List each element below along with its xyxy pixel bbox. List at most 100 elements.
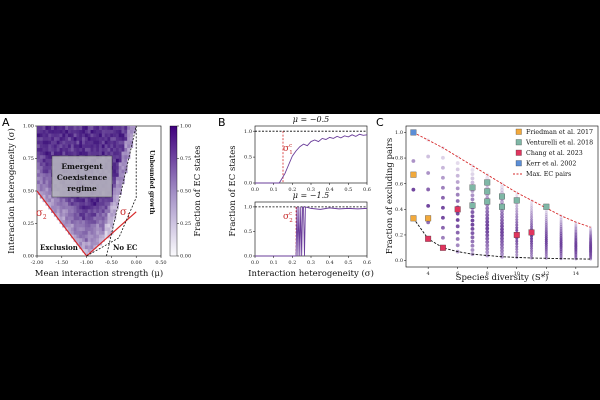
model-point — [485, 213, 490, 217]
heatmap-cell — [65, 223, 69, 228]
model-point — [455, 237, 460, 241]
heatmap-cell — [42, 133, 46, 138]
panel-b-top-axes — [254, 125, 368, 184]
heatmap-cell — [42, 194, 46, 199]
heatmap-cell — [37, 136, 41, 141]
heatmap-cell — [96, 237, 100, 242]
heatmap-cell — [53, 133, 58, 138]
heatmap-cell — [118, 162, 122, 167]
model-point — [515, 210, 519, 214]
model-point — [574, 223, 578, 227]
model-point — [530, 244, 534, 248]
heatmap-cell — [101, 147, 105, 152]
heatmap-cell — [48, 144, 52, 148]
heatmap-cell — [70, 223, 74, 228]
heatmap-cell — [118, 187, 122, 192]
heatmap-cell — [56, 198, 60, 203]
legend-swatch — [515, 128, 522, 135]
heatmap-cell — [53, 126, 58, 130]
model-point — [455, 211, 460, 216]
heatmap-cell — [45, 154, 49, 159]
heatmap-cell — [115, 154, 120, 159]
heatmap-cell — [118, 183, 122, 188]
heatmap-cell — [110, 151, 114, 156]
heatmap-cell — [101, 151, 105, 156]
heatmap-cell — [79, 126, 83, 130]
heatmap-cell — [70, 140, 74, 145]
heatmap-cell — [107, 201, 111, 206]
model-point — [441, 155, 445, 160]
heatmap-cell — [90, 219, 94, 224]
experiment-point — [484, 198, 491, 205]
heatmap-cell — [48, 133, 52, 138]
model-point — [530, 242, 534, 246]
model-point — [441, 165, 445, 170]
heatmap-cell — [62, 133, 66, 138]
heatmap-cell — [53, 136, 58, 141]
colorbar-tick-label: 0.00 — [180, 254, 191, 260]
heatmap-cell — [104, 198, 108, 203]
heatmap-cell — [96, 198, 100, 203]
model-point — [544, 225, 548, 229]
y-tick-label: 1.0 — [395, 130, 403, 136]
model-point — [559, 224, 563, 228]
heatmap-cell — [45, 183, 49, 188]
heatmap-cell — [39, 154, 43, 159]
heatmap-cell — [53, 140, 58, 145]
heatmap-cell — [87, 126, 91, 130]
heatmap-cell — [45, 133, 49, 138]
heatmap-cell — [62, 144, 66, 148]
heatmap-cell — [42, 183, 46, 188]
heatmap-cell — [90, 151, 94, 156]
heatmap-cell — [101, 126, 105, 130]
heatmap-cell — [121, 169, 125, 174]
heatmap-cell — [79, 133, 83, 138]
heatmap-cell — [79, 209, 83, 213]
heatmap-cell — [115, 147, 120, 152]
model-point — [544, 223, 548, 227]
heatmap-cell — [73, 144, 77, 148]
heatmap-cell — [96, 140, 100, 145]
heatmap-cell — [110, 129, 114, 134]
heatmap-cell — [59, 205, 63, 210]
heatmap-cell — [87, 237, 91, 242]
heatmap-cell — [104, 126, 108, 130]
heatmap-cell — [115, 172, 120, 177]
legend-swatch — [515, 139, 522, 146]
heatmap-cell — [73, 219, 77, 224]
heatmap-cell — [59, 216, 63, 221]
heatmap-cell — [59, 129, 63, 134]
heatmap-cell — [110, 230, 114, 235]
heatmap-cell — [82, 216, 86, 221]
model-point — [574, 232, 578, 236]
experiment-point — [439, 244, 446, 251]
y-tick-label: 0.5 — [244, 229, 252, 235]
heatmap-cell — [93, 212, 97, 217]
heatmap-cell — [93, 136, 97, 141]
heatmap-cell — [76, 151, 80, 156]
model-point — [515, 212, 519, 216]
panel-b-bottom-title: μ = −1.5 — [293, 191, 329, 200]
heatmap-cell — [118, 180, 122, 185]
heatmap-cell — [101, 230, 105, 235]
model-point — [574, 228, 578, 232]
heatmap-cell — [124, 133, 128, 138]
heatmap-cell — [62, 219, 66, 224]
max-ec-pairs-curve — [413, 132, 591, 228]
heatmap-cell — [115, 162, 120, 167]
heatmap-cell — [101, 136, 105, 141]
heatmap-cell — [53, 205, 58, 210]
heatmap-cell — [118, 191, 122, 195]
x-tick-label: 0.6 — [363, 187, 371, 193]
model-point — [544, 212, 548, 216]
model-point — [544, 244, 548, 248]
heatmap-cell — [84, 126, 89, 130]
y-tick-label: 1.0 — [244, 205, 252, 211]
legend-label: Kerr et al. 2002 — [526, 161, 576, 168]
heatmap-cell — [76, 223, 80, 228]
heatmap-cell — [65, 151, 69, 156]
heatmap-cell — [70, 209, 74, 213]
model-point — [544, 248, 548, 252]
heatmap-cell — [53, 151, 58, 156]
x-tick-label: -2.00 — [31, 260, 44, 266]
